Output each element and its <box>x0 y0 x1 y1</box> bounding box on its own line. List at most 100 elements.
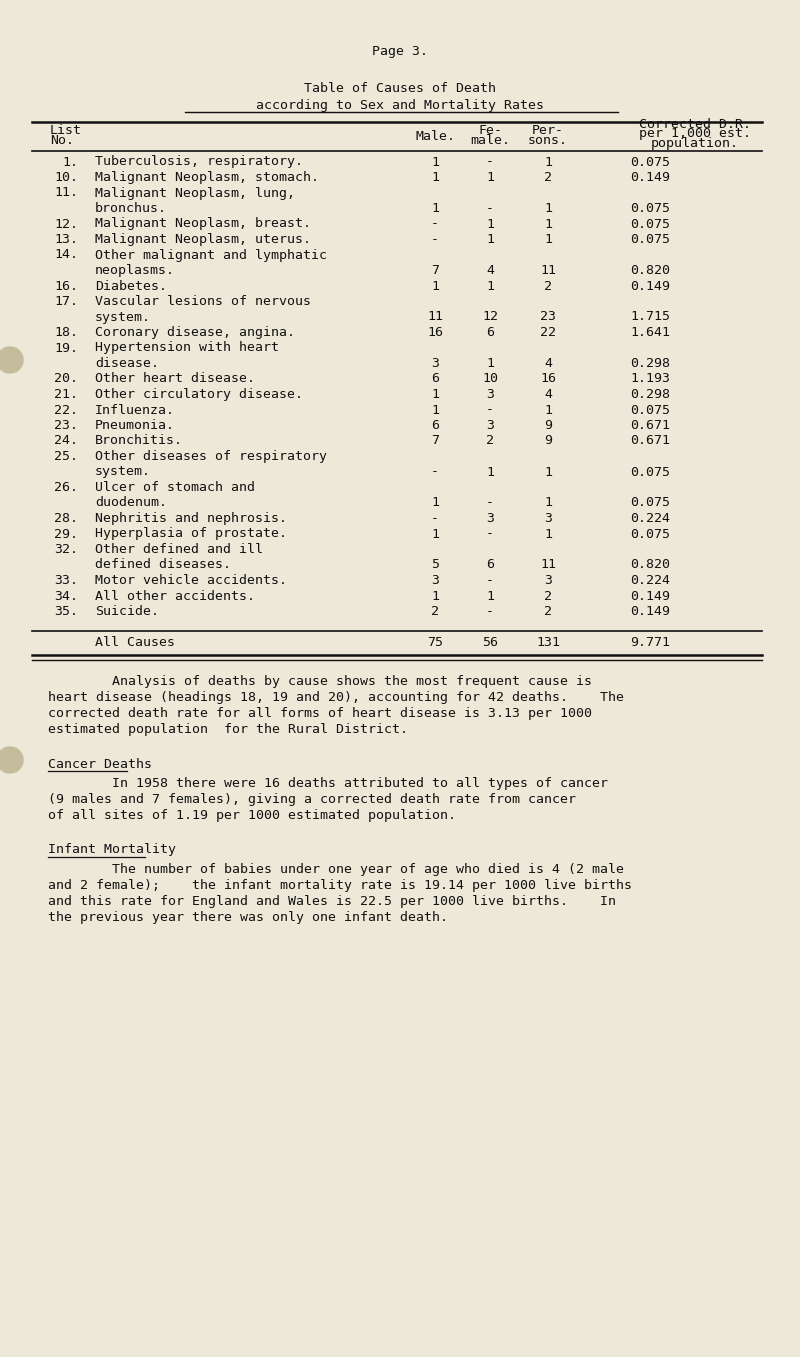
Text: 1: 1 <box>544 497 552 509</box>
Text: 22.: 22. <box>54 403 78 417</box>
Text: Malignant Neoplasm, stomach.: Malignant Neoplasm, stomach. <box>95 171 319 185</box>
Text: 1: 1 <box>486 589 494 603</box>
Text: 2: 2 <box>544 589 552 603</box>
Text: -: - <box>486 156 494 168</box>
Text: In 1958 there were 16 deaths attributed to all types of cancer: In 1958 there were 16 deaths attributed … <box>48 778 608 791</box>
Text: 3: 3 <box>486 512 494 525</box>
Text: Fe-: Fe- <box>478 123 502 137</box>
Text: 1: 1 <box>486 171 494 185</box>
Text: 20.: 20. <box>54 373 78 385</box>
Text: No.: No. <box>50 134 74 148</box>
Text: 10.: 10. <box>54 171 78 185</box>
Text: Other malignant and lymphatic: Other malignant and lymphatic <box>95 248 327 262</box>
Text: 22: 22 <box>540 326 556 339</box>
Text: -: - <box>486 403 494 417</box>
Text: system.: system. <box>95 311 151 323</box>
Text: Bronchitis.: Bronchitis. <box>95 434 183 448</box>
Text: Ulcer of stomach and: Ulcer of stomach and <box>95 480 255 494</box>
Text: Pneumonia.: Pneumonia. <box>95 419 175 432</box>
Text: 11: 11 <box>427 311 443 323</box>
Text: All Causes: All Causes <box>95 636 175 650</box>
Text: 1.715: 1.715 <box>630 311 670 323</box>
Text: Cancer Deaths: Cancer Deaths <box>48 757 152 771</box>
Text: Motor vehicle accidents.: Motor vehicle accidents. <box>95 574 287 588</box>
Text: Infant Mortality: Infant Mortality <box>48 844 176 856</box>
Text: 13.: 13. <box>54 233 78 246</box>
Text: -: - <box>431 512 439 525</box>
Text: defined diseases.: defined diseases. <box>95 559 231 571</box>
Text: 1: 1 <box>544 217 552 231</box>
Text: disease.: disease. <box>95 357 159 370</box>
Text: 2: 2 <box>544 171 552 185</box>
Text: 6: 6 <box>431 373 439 385</box>
Text: per 1,000 est.: per 1,000 est. <box>639 128 751 141</box>
Text: 0.149: 0.149 <box>630 171 670 185</box>
Circle shape <box>0 347 23 373</box>
Text: according to Sex and Mortality Rates: according to Sex and Mortality Rates <box>256 99 544 111</box>
Text: neoplasms.: neoplasms. <box>95 265 175 277</box>
Text: 16: 16 <box>540 373 556 385</box>
Text: 0.075: 0.075 <box>630 217 670 231</box>
Text: 0.075: 0.075 <box>630 156 670 168</box>
Text: Hypertension with heart: Hypertension with heart <box>95 342 279 354</box>
Text: 35.: 35. <box>54 605 78 617</box>
Text: 18.: 18. <box>54 326 78 339</box>
Text: 2: 2 <box>544 280 552 293</box>
Text: Malignant Neoplasm, lung,: Malignant Neoplasm, lung, <box>95 186 295 199</box>
Text: 28.: 28. <box>54 512 78 525</box>
Text: 5: 5 <box>431 559 439 571</box>
Text: 1: 1 <box>431 403 439 417</box>
Text: 0.298: 0.298 <box>630 357 670 370</box>
Text: 21.: 21. <box>54 388 78 402</box>
Text: 1: 1 <box>486 217 494 231</box>
Text: 1: 1 <box>431 202 439 214</box>
Text: 34.: 34. <box>54 589 78 603</box>
Text: Analysis of deaths by cause shows the most frequent cause is: Analysis of deaths by cause shows the mo… <box>48 676 592 688</box>
Text: 32.: 32. <box>54 543 78 556</box>
Text: 2: 2 <box>486 434 494 448</box>
Text: 0.075: 0.075 <box>630 528 670 540</box>
Text: -: - <box>431 465 439 479</box>
Text: Other heart disease.: Other heart disease. <box>95 373 255 385</box>
Text: -: - <box>486 574 494 588</box>
Text: 1: 1 <box>431 280 439 293</box>
Text: -: - <box>486 528 494 540</box>
Text: corrected death rate for all forms of heart disease is 3.13 per 1000: corrected death rate for all forms of he… <box>48 707 592 721</box>
Text: 1: 1 <box>431 388 439 402</box>
Text: Coronary disease, angina.: Coronary disease, angina. <box>95 326 295 339</box>
Text: population.: population. <box>651 137 739 151</box>
Text: -: - <box>431 233 439 246</box>
Text: -: - <box>486 497 494 509</box>
Text: Hyperplasia of prostate.: Hyperplasia of prostate. <box>95 528 287 540</box>
Text: 0.224: 0.224 <box>630 512 670 525</box>
Text: 2: 2 <box>544 605 552 617</box>
Text: -: - <box>486 605 494 617</box>
Text: 1: 1 <box>431 528 439 540</box>
Text: 1.641: 1.641 <box>630 326 670 339</box>
Text: 3: 3 <box>431 357 439 370</box>
Text: 56: 56 <box>482 636 498 650</box>
Text: 1: 1 <box>486 280 494 293</box>
Text: 3: 3 <box>486 419 494 432</box>
Text: heart disease (headings 18, 19 and 20), accounting for 42 deaths.    The: heart disease (headings 18, 19 and 20), … <box>48 692 624 704</box>
Text: 4: 4 <box>544 388 552 402</box>
Text: 7: 7 <box>431 434 439 448</box>
Text: 16: 16 <box>427 326 443 339</box>
Text: bronchus.: bronchus. <box>95 202 167 214</box>
Text: 16.: 16. <box>54 280 78 293</box>
Text: (9 males and 7 females), giving a corrected death rate from cancer: (9 males and 7 females), giving a correc… <box>48 794 576 806</box>
Text: Malignant Neoplasm, uterus.: Malignant Neoplasm, uterus. <box>95 233 311 246</box>
Text: and this rate for England and Wales is 22.5 per 1000 live births.    In: and this rate for England and Wales is 2… <box>48 896 616 908</box>
Text: -: - <box>431 217 439 231</box>
Text: 1: 1 <box>431 156 439 168</box>
Text: 3: 3 <box>544 512 552 525</box>
Text: Nephritis and nephrosis.: Nephritis and nephrosis. <box>95 512 287 525</box>
Text: Corrected D.R.: Corrected D.R. <box>639 118 751 130</box>
Text: Male.: Male. <box>415 129 455 142</box>
Text: 24.: 24. <box>54 434 78 448</box>
Text: the previous year there was only one infant death.: the previous year there was only one inf… <box>48 912 448 924</box>
Text: system.: system. <box>95 465 151 479</box>
Text: 17.: 17. <box>54 294 78 308</box>
Text: Table of Causes of Death: Table of Causes of Death <box>304 81 496 95</box>
Text: 4: 4 <box>486 265 494 277</box>
